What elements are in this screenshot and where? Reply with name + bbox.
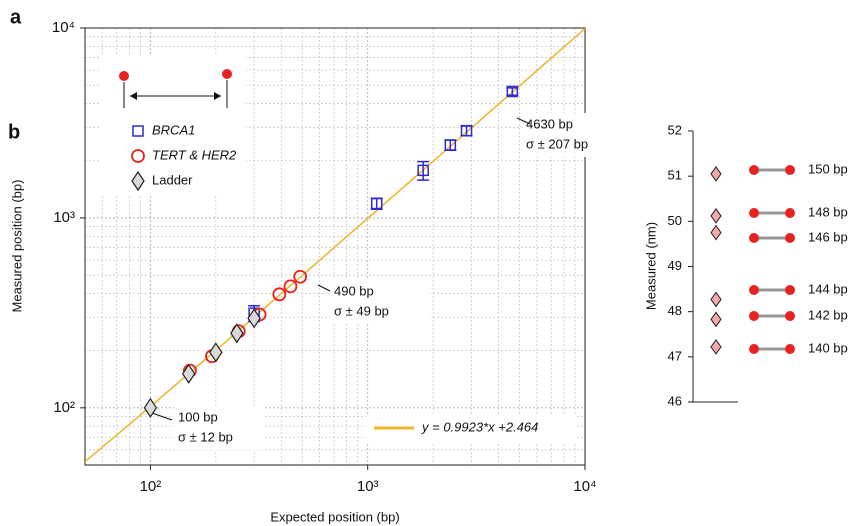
y-tick-label: 10³ [53,209,75,226]
data-point [283,279,298,294]
annotation-background [330,280,430,324]
data-point [181,363,196,384]
annotation-text: 490 bp [334,283,374,298]
error-bar [417,160,430,181]
row-label: 142 bp [808,307,848,322]
y-axis-label: Measured position (bp) [9,180,24,313]
y-tick-label: 51 [668,168,682,183]
annotation-text: 100 bp [178,409,218,424]
molecule-end [749,165,759,175]
molecule-end [785,311,795,321]
x-tick-label: 10³ [357,478,379,495]
row-label: 150 bp [808,161,848,176]
y-tick-label: 47 [668,348,682,363]
data-point [209,342,223,363]
molecule-end [749,208,759,218]
annotation-background [174,406,264,450]
data-point [710,291,722,308]
molecule-end [785,208,795,218]
molecule-end [222,69,232,79]
molecule-end [749,233,759,243]
data-point [710,208,722,224]
y-tick-label: 10⁴ [52,19,75,36]
data-point [143,397,158,418]
legend-label: TERT & HER2 [152,147,237,162]
legend-label: Ladder [152,172,193,187]
y-tick-label: 48 [668,303,682,318]
error-bar [444,139,457,152]
fit-legend-text: y = 0.9923*x +2.464 [421,419,538,434]
fit-line [85,28,585,463]
y-tick-label: 49 [668,258,682,273]
data-point [710,224,722,241]
molecule-end [785,233,795,243]
y-axis-label: Measured (nm) [643,222,658,310]
molecule-end [785,165,795,175]
panel-label: b [8,121,20,143]
data-point [293,269,308,284]
data-point [230,323,244,344]
data-point [506,85,519,98]
data-point [710,311,722,328]
row-label: 140 bp [808,340,848,355]
molecule-end [749,344,759,354]
panel-label: a [10,6,22,28]
annotation-text: 4630 bp [526,116,573,131]
annotation-text: σ ± 49 bp [334,303,389,318]
legend-marker [131,149,145,163]
legend-label: BRCA1 [152,122,195,137]
annotation-leader [317,284,331,292]
molecule-end [749,285,759,295]
molecule-end [119,71,129,81]
molecule-end [749,311,759,321]
annotation-leader [151,412,173,421]
data-point [247,308,261,329]
plot-frame [84,27,586,466]
annotation-background [522,113,622,157]
x-tick-label: 10² [140,478,162,495]
row-label: 144 bp [808,281,848,296]
data-point [460,124,473,137]
legend-marker [132,125,144,137]
data-point [444,139,457,151]
error-bar [506,87,519,97]
annotation-text: σ ± 12 bp [178,429,233,444]
data-point [272,287,287,302]
molecule-end [785,285,795,295]
x-axis-label: Expected position (bp) [270,509,399,524]
inset-legend-box [100,56,246,196]
data-point [710,166,722,182]
y-tick-label: 46 [668,393,682,408]
legend-marker [131,170,145,192]
annotation-leader [516,117,531,125]
y-tick-label: 50 [668,213,682,228]
annotation-text: σ ± 207 bp [526,136,588,151]
x-tick-label: 10⁴ [573,478,596,495]
y-tick-label: 52 [668,122,682,137]
data-point [417,164,429,177]
data-point [370,197,383,210]
row-label: 146 bp [808,229,848,244]
data-point [710,339,722,355]
y-tick-label: 10² [53,399,75,416]
row-label: 148 bp [808,204,848,219]
molecule-end [785,344,795,354]
